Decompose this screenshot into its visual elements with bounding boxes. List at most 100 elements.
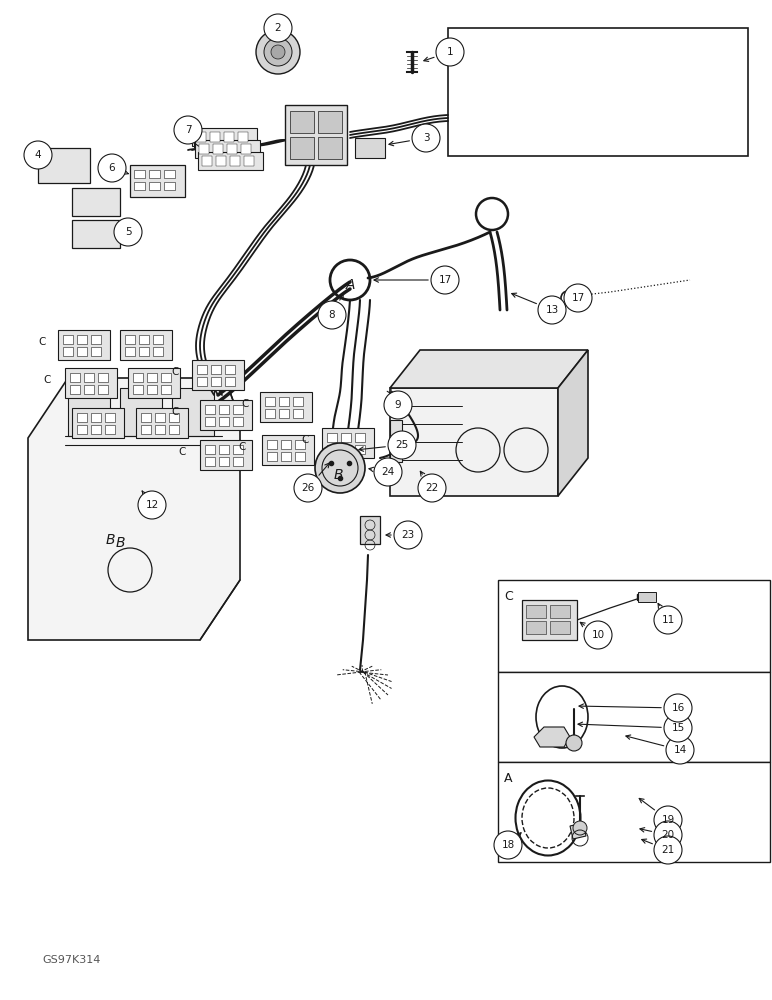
Text: B: B: [115, 536, 125, 550]
Text: A: A: [345, 278, 355, 292]
Bar: [498, 762, 770, 862]
Bar: [355, 433, 365, 442]
Bar: [233, 457, 243, 466]
Circle shape: [24, 141, 52, 169]
Bar: [225, 377, 235, 386]
Circle shape: [264, 14, 292, 42]
Bar: [262, 435, 314, 465]
Bar: [211, 377, 221, 386]
Bar: [295, 440, 305, 449]
Bar: [205, 405, 215, 414]
Bar: [265, 397, 275, 406]
Polygon shape: [558, 350, 588, 496]
Text: C: C: [242, 399, 249, 409]
Bar: [128, 368, 180, 398]
Circle shape: [494, 831, 522, 859]
Bar: [448, 28, 748, 156]
Text: 26: 26: [301, 483, 315, 493]
Bar: [153, 347, 163, 356]
Bar: [134, 170, 145, 178]
Bar: [196, 132, 206, 142]
Bar: [211, 365, 221, 374]
Circle shape: [584, 621, 612, 649]
Bar: [91, 425, 101, 434]
Bar: [293, 397, 303, 406]
Bar: [219, 405, 229, 414]
Bar: [227, 144, 237, 154]
Bar: [70, 385, 80, 394]
Text: B: B: [334, 468, 343, 482]
Circle shape: [664, 714, 692, 742]
Circle shape: [654, 836, 682, 864]
Text: B: B: [105, 533, 115, 547]
Bar: [210, 132, 220, 142]
Text: 24: 24: [381, 467, 394, 477]
Polygon shape: [390, 350, 588, 388]
Circle shape: [566, 735, 582, 751]
Circle shape: [98, 154, 126, 182]
Bar: [192, 128, 257, 146]
Text: 14: 14: [673, 745, 686, 755]
Text: A: A: [504, 772, 513, 785]
Polygon shape: [28, 378, 240, 640]
Circle shape: [436, 38, 464, 66]
Circle shape: [654, 806, 682, 834]
Circle shape: [256, 30, 300, 74]
Text: 16: 16: [672, 703, 685, 713]
Text: 8: 8: [329, 310, 335, 320]
Bar: [72, 408, 124, 438]
Bar: [260, 392, 312, 422]
Text: 22: 22: [425, 483, 438, 493]
Bar: [164, 170, 175, 178]
Text: 3: 3: [423, 133, 429, 143]
Bar: [341, 433, 351, 442]
Bar: [120, 330, 172, 360]
Bar: [238, 132, 248, 142]
Bar: [285, 105, 347, 165]
Bar: [213, 144, 223, 154]
Bar: [72, 188, 120, 216]
Bar: [230, 156, 240, 166]
Bar: [526, 621, 546, 634]
Text: 2: 2: [275, 23, 281, 33]
Bar: [498, 580, 770, 672]
Bar: [318, 111, 342, 133]
Bar: [77, 335, 87, 344]
Circle shape: [666, 736, 694, 764]
Circle shape: [654, 821, 682, 849]
Text: 13: 13: [545, 305, 559, 315]
Bar: [205, 445, 215, 454]
Bar: [125, 347, 135, 356]
Text: 17: 17: [438, 275, 452, 285]
Bar: [290, 137, 314, 159]
Circle shape: [573, 821, 587, 835]
Bar: [161, 373, 171, 382]
Circle shape: [564, 284, 592, 312]
Text: C: C: [178, 447, 186, 457]
Bar: [327, 445, 337, 454]
Text: 12: 12: [145, 500, 158, 510]
Circle shape: [271, 45, 285, 59]
Bar: [279, 397, 289, 406]
Bar: [200, 440, 252, 470]
Bar: [550, 605, 570, 618]
Bar: [205, 417, 215, 426]
Bar: [38, 148, 90, 183]
Bar: [355, 138, 385, 158]
Bar: [195, 140, 260, 158]
Text: GS97K314: GS97K314: [42, 955, 101, 965]
Circle shape: [315, 443, 365, 493]
Bar: [84, 373, 94, 382]
Bar: [169, 413, 179, 422]
Circle shape: [431, 266, 459, 294]
Text: C: C: [504, 590, 513, 603]
Bar: [70, 373, 80, 382]
Circle shape: [394, 521, 422, 549]
Circle shape: [418, 474, 446, 502]
Bar: [125, 335, 135, 344]
Bar: [105, 413, 115, 422]
Bar: [77, 425, 87, 434]
Text: 6: 6: [109, 163, 115, 173]
Circle shape: [654, 606, 682, 634]
Bar: [550, 621, 570, 634]
